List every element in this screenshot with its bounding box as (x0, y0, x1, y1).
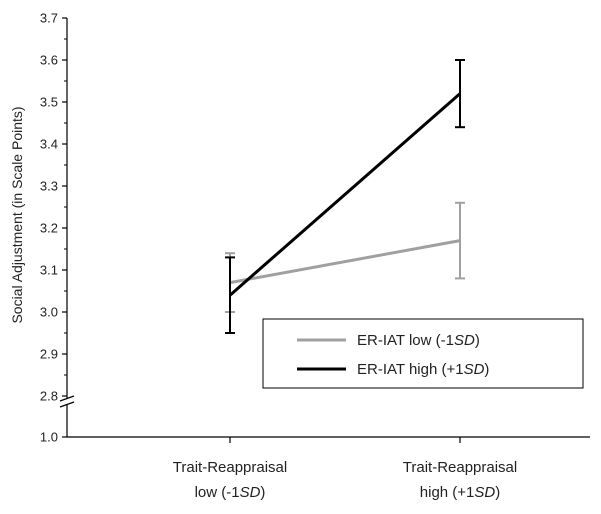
label-part: high (+1 (420, 484, 475, 501)
y-tick-label: 3.1 (40, 263, 58, 278)
axis-break-mark (59, 401, 75, 408)
series-er-iat-high (225, 59, 465, 334)
series-line (229, 92, 461, 297)
label-part: SD (454, 332, 475, 349)
x-category-label: low (-1SD) (195, 484, 266, 501)
legend-label: ER-IAT high (+1SD) (357, 361, 489, 378)
y-ticks: 2.8 2.9 3.0 3.1 3.2 3.3 3.4 3.5 3.6 3.7 1.0 (40, 11, 67, 445)
y-tick-label: 3.7 (40, 11, 58, 26)
x-category-label: Trait-Reappraisal (173, 459, 288, 476)
legend-box (262, 318, 584, 389)
legend: ER-IAT low (-1SD)ER-IAT high (+1SD) (262, 318, 584, 389)
y-axis-title: Social Adjustment (in Scale Points) (9, 106, 25, 323)
label-part: SD (464, 361, 485, 378)
axis-break-mark (59, 395, 75, 402)
label-part: SD (240, 484, 261, 501)
label-part: low (-1 (195, 484, 240, 501)
label-part: ER-IAT low (-1 (357, 332, 454, 349)
y-tick-label: 1.0 (40, 430, 58, 445)
label-part: ) (484, 361, 489, 378)
label-part: ) (260, 484, 265, 501)
series-er-iat-low (225, 201, 465, 313)
series-line (229, 239, 461, 285)
y-tick-label: 2.9 (40, 347, 58, 362)
y-tick-label: 3.2 (40, 221, 58, 236)
label-part: ER-IAT high (+1 (357, 361, 464, 378)
y-tick-label: 3.6 (40, 53, 58, 68)
x-category-label: Trait-Reappraisal (403, 459, 518, 476)
y-tick-label: 3.0 (40, 305, 58, 320)
y-tick-label: 2.8 (40, 389, 58, 404)
y-tick-label: 3.3 (40, 179, 58, 194)
label-part: SD (474, 484, 495, 501)
y-tick-label: 3.5 (40, 95, 58, 110)
x-category-label: high (+1SD) (420, 484, 500, 501)
y-tick-label: 3.4 (40, 137, 58, 152)
label-part: ) (495, 484, 500, 501)
series-layer (225, 59, 465, 334)
label-part: ) (475, 332, 480, 349)
legend-label: ER-IAT low (-1SD) (357, 332, 480, 349)
